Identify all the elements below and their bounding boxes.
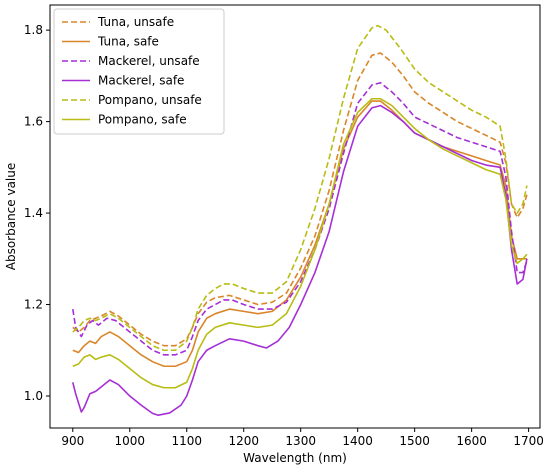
y-axis-label: Absorbance value [4, 163, 18, 271]
x-tick-label: 1300 [285, 434, 316, 448]
legend-label: Mackerel, unsafe [98, 54, 200, 68]
legend-label: Mackerel, safe [98, 74, 184, 88]
legend-box [53, 8, 225, 135]
legend-label: Pompano, safe [98, 113, 187, 127]
x-axis-ticks: 900 1000 1100 1200 1300 1400 1500 1600 1700 [61, 428, 544, 448]
series-line-4 [72, 24, 528, 352]
x-tick-label: 900 [61, 434, 84, 448]
x-tick-label: 1400 [342, 434, 373, 448]
series-line-3 [72, 104, 528, 416]
legend-label: Tuna, unsafe [97, 15, 174, 29]
x-axis-label: Wavelength (nm) [243, 451, 347, 465]
y-tick-label: 1.8 [24, 23, 43, 37]
series-lines [71, 24, 528, 416]
x-tick-label: 1700 [513, 434, 544, 448]
x-tick-label: 1200 [228, 434, 259, 448]
legend-label: Tuna, safe [97, 35, 159, 49]
legend-label: Pompano, unsafe [98, 93, 202, 107]
y-axis-ticks: 1.0 1.2 1.4 1.6 1.8 [24, 23, 50, 403]
series-line-5 [72, 97, 528, 389]
legend: Tuna, unsafe Tuna, safe Mackerel, unsafe Ma… [53, 8, 225, 135]
series-line-2 [71, 81, 528, 356]
x-tick-label: 1100 [171, 434, 202, 448]
y-tick-label: 1.4 [24, 206, 43, 220]
series-line-0 [72, 52, 528, 347]
x-tick-label: 1000 [114, 434, 145, 448]
plot-frame [49, 4, 541, 429]
series-line-1 [72, 100, 527, 368]
y-tick-label: 1.0 [24, 389, 43, 403]
x-tick-label: 1500 [399, 434, 430, 448]
y-tick-label: 1.6 [24, 115, 43, 129]
y-tick-label: 1.2 [24, 298, 43, 312]
x-tick-label: 1600 [456, 434, 487, 448]
